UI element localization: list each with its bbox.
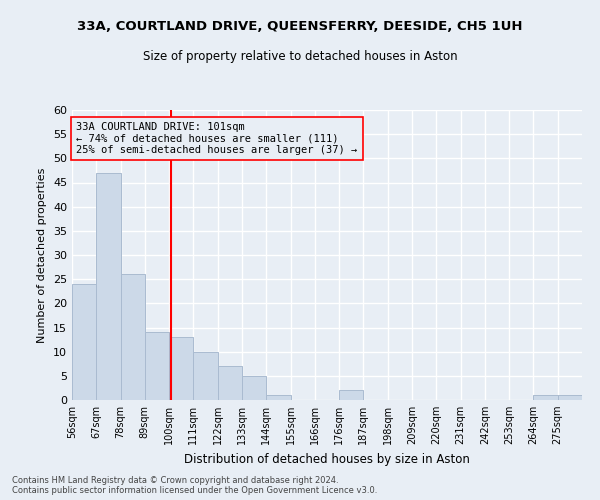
Text: Size of property relative to detached houses in Aston: Size of property relative to detached ho… [143,50,457,63]
Bar [121,274,145,400]
Bar [193,352,218,400]
Bar [558,395,582,400]
X-axis label: Distribution of detached houses by size in Aston: Distribution of detached houses by size … [184,452,470,466]
Bar [266,395,290,400]
Bar [169,337,193,400]
Bar [72,284,96,400]
Bar [218,366,242,400]
Bar [96,173,121,400]
Bar [145,332,169,400]
Bar [339,390,364,400]
Text: 33A, COURTLAND DRIVE, QUEENSFERRY, DEESIDE, CH5 1UH: 33A, COURTLAND DRIVE, QUEENSFERRY, DEESI… [77,20,523,33]
Text: 33A COURTLAND DRIVE: 101sqm
← 74% of detached houses are smaller (111)
25% of se: 33A COURTLAND DRIVE: 101sqm ← 74% of det… [76,122,358,156]
Bar [533,395,558,400]
Bar [242,376,266,400]
Text: Contains HM Land Registry data © Crown copyright and database right 2024.
Contai: Contains HM Land Registry data © Crown c… [12,476,377,495]
Y-axis label: Number of detached properties: Number of detached properties [37,168,47,342]
